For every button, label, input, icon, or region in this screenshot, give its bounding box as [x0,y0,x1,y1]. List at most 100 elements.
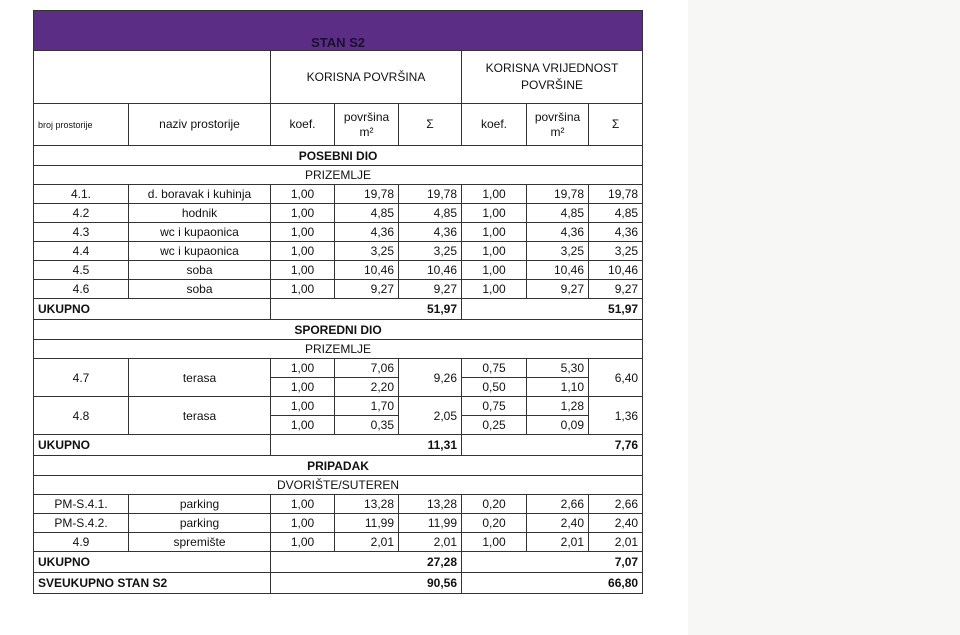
total-value: 51,97 [460,298,644,320]
area: 19,78 [526,184,589,204]
sum: 4,36 [587,222,644,242]
section-subtitle: PRIZEMLJE [32,339,644,359]
total-label: UKUPNO [33,551,271,573]
coefficient: 0,50 [461,377,527,397]
room-name: parking [128,513,271,533]
room-name: wc i kupaonica [128,241,271,261]
room-name: terasa [128,396,271,435]
coefficient: 1,00 [461,241,527,261]
room-name: soba [128,279,271,299]
area: 2,01 [526,532,589,552]
table-row: PM-S.4.1. parking 1,00 13,28 13,28 0,20 2,66 2,… [33,494,644,514]
room-number: 4.3 [33,222,129,242]
section-subtitle: DVORIŠTE/SUTEREN [32,475,644,495]
area: 2,01 [334,532,399,552]
area: 2,40 [526,513,589,533]
column-header: Σ [398,103,462,146]
room-name: terasa [128,358,271,397]
table-row: 4.6 soba 1,00 9,27 9,27 1,00 9,27 9,27 [33,279,644,299]
area: 11,99 [334,513,399,533]
area: 9,27 [334,279,399,299]
document-sheet: STAN S2 KORISNA POVRŠINA KORISNA VRIJEDNOS… [32,10,644,594]
sum: 11,99 [398,513,462,533]
room-name: soba [128,260,271,280]
sum: 19,78 [587,184,644,204]
room-name: parking [128,494,271,514]
sum: 9,27 [398,279,462,299]
area: 3,25 [526,241,589,261]
table-row: 4.1. d. boravak i kuhinja 1,00 19,78 19,78 1,… [33,184,644,204]
column-header: koef. [461,103,527,146]
area: 4,85 [334,203,399,223]
coefficient: 1,00 [270,203,335,223]
room-number: 4.5 [33,260,129,280]
total-value: 7,07 [460,551,644,573]
column-header: površina m² [526,103,589,146]
coefficient: 1,00 [270,494,335,514]
coefficient: 0,25 [461,415,527,435]
sum: 2,01 [587,532,644,552]
coefficient: 1,00 [270,241,335,261]
section-title: SPOREDNI DIO [32,319,644,340]
table-row: PRIZEMLJE [32,339,644,359]
sum: 1,36 [587,396,644,435]
area: 0,35 [334,415,399,435]
sum: 19,78 [398,184,462,204]
coefficient: 1,00 [461,222,527,242]
table-row: POSEBNI DIO [32,145,644,166]
table-row: 4.2 hodnik 1,00 4,85 4,85 1,00 4,85 4,85 [33,203,644,223]
table-row: 4.4 wc i kupaonica 1,00 3,25 3,25 1,00 3,25 3,2… [33,241,644,261]
coefficient: 0,75 [461,358,527,378]
section-title: POSEBNI DIO [32,145,644,166]
coefficient: 1,00 [270,358,335,378]
room-number: PM-S.4.2. [33,513,129,533]
column-header: površina m² [334,103,399,146]
area: 4,36 [526,222,589,242]
table-row: PRIPADAK [32,455,644,476]
coefficient: 1,00 [270,415,335,435]
coefficient: 1,00 [461,203,527,223]
area-table: STAN S2 KORISNA POVRŠINA KORISNA VRIJEDNOS… [32,10,644,594]
sum: 3,25 [398,241,462,261]
room-name: d. boravak i kuhinja [128,184,271,204]
table-row: 4.8 terasa 1,00 1,70 2,05 0,75 1,28 1,36 [33,396,644,435]
sum: 2,05 [398,396,462,435]
column-header: Σ [587,103,644,146]
area: 7,06 [334,358,399,378]
coefficient: 1,00 [270,184,335,204]
grand-total-label: SVEUKUPNO STAN S2 [33,572,271,594]
section-title: PRIPADAK [32,455,644,476]
coefficient: 0,20 [461,513,527,533]
room-name: hodnik [128,203,271,223]
area: 1,70 [334,396,399,416]
table-row: SPOREDNI DIO [32,319,644,340]
room-number: 4.6 [33,279,129,299]
coefficient: 1,00 [270,377,335,397]
room-number: 4.4 [33,241,129,261]
table-row: UKUPNO 11,31 7,76 [33,434,644,456]
sum: 10,46 [587,260,644,280]
room-number: 4.7 [33,358,129,397]
coefficient: 1,00 [461,260,527,280]
table-row: STAN S2 [32,10,644,51]
area: 3,25 [334,241,399,261]
area: 2,20 [334,377,399,397]
table-row: UKUPNO 27,28 7,07 [33,551,644,573]
column-header: naziv prostorije [128,103,271,146]
area: 13,28 [334,494,399,514]
group-header: KORISNA VRIJEDNOST POVRŠINE [460,50,644,104]
group-header: KORISNA POVRŠINA [270,50,462,104]
table-row: PM-S.4.2. parking 1,00 11,99 11,99 0,20 2,40 2,… [33,513,644,533]
coefficient: 1,00 [270,279,335,299]
coefficient: 1,00 [270,396,335,416]
room-name: wc i kupaonica [128,222,271,242]
table-row: 4.9 spremište 1,00 2,01 2,01 1,00 2,01 2,01 [33,532,644,552]
table-row: 4.3 wc i kupaonica 1,00 4,36 4,36 1,00 4,36 4,3… [33,222,644,242]
area: 2,66 [526,494,589,514]
coefficient: 0,20 [461,494,527,514]
table-row: broj prostorije naziv prostorije koef. povr… [33,103,644,146]
total-value: 7,76 [460,434,644,456]
column-header: koef. [270,103,335,146]
table-row: DVORIŠTE/SUTEREN [32,475,644,495]
